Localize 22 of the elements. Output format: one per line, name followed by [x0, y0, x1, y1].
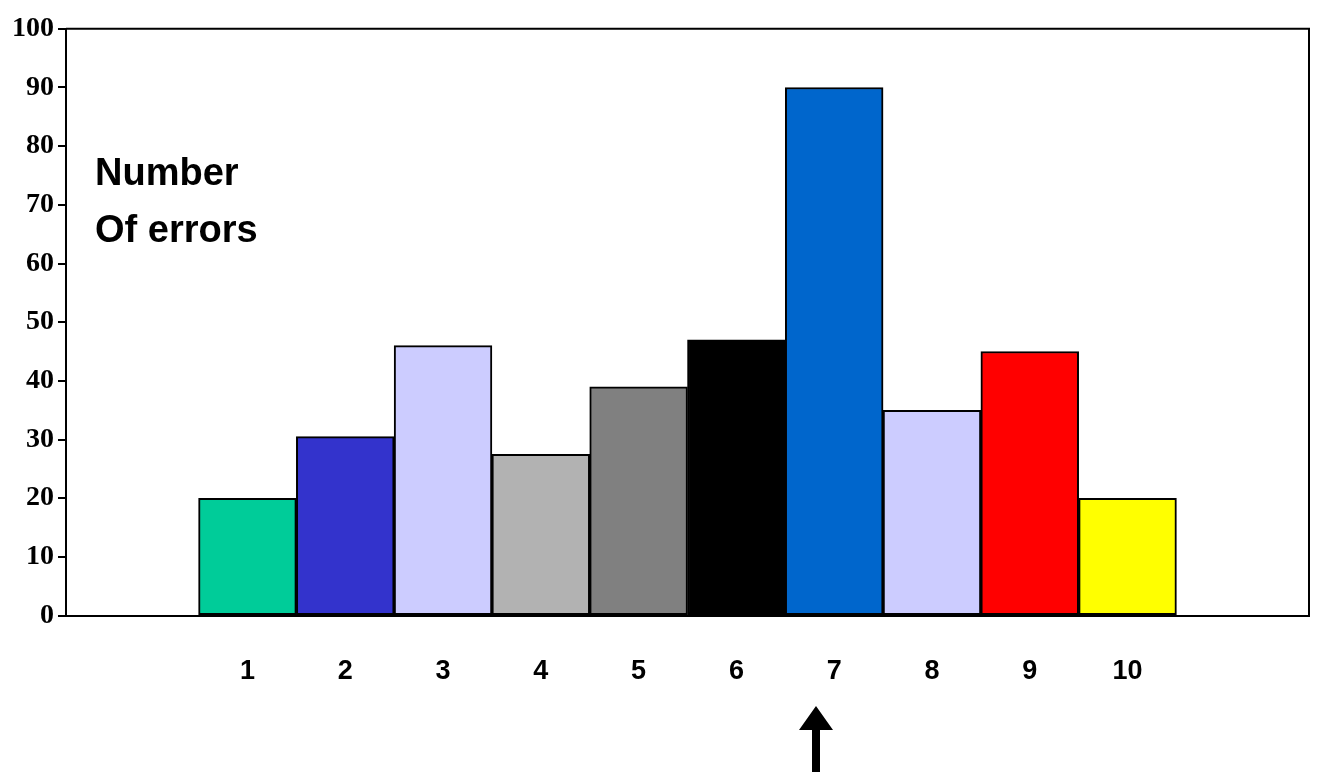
x-tick-label: 5: [631, 655, 647, 686]
y-tick-label: 90: [26, 69, 54, 101]
y-tick-label: 10: [26, 539, 54, 571]
y-tick-label: 50: [26, 304, 54, 336]
x-tick-label: 8: [924, 655, 940, 686]
y-tick-label: 20: [26, 480, 54, 512]
x-tick-label: 7: [826, 655, 842, 686]
y-axis-title: Number Of errors: [95, 150, 258, 250]
x-tick-label: 2: [337, 655, 353, 686]
y-tick-label: 70: [26, 187, 54, 219]
y-tick-label: 80: [26, 128, 54, 160]
x-tick-label: 1: [239, 655, 255, 686]
y-tick-label: 100: [12, 11, 54, 43]
x-tick-label: 6: [728, 655, 744, 686]
y-tick-label: 30: [26, 421, 54, 453]
x-tick-label: 9: [1022, 655, 1038, 686]
y-tick-label: 0: [40, 597, 54, 629]
x-tick-label: 4: [533, 655, 549, 686]
x-tick-label: 10: [1112, 655, 1143, 686]
y-tick-label: 40: [26, 363, 54, 395]
y-tick-label: 60: [26, 245, 54, 277]
x-tick-label: 3: [435, 655, 451, 686]
